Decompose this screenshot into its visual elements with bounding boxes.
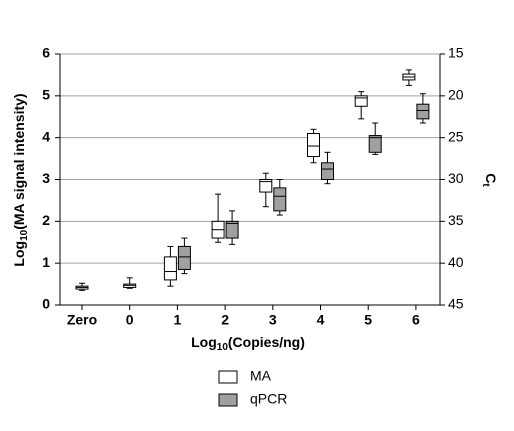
y-tick-label: 4 [42, 128, 50, 144]
x-tick-label: 6 [412, 312, 420, 328]
y-axis-label: Log10(MA signal intensity) [11, 93, 30, 266]
box [416, 103, 430, 120]
y-tick-label: 2 [42, 212, 50, 228]
x-axis-label: Log10(Copies/ng) [191, 334, 305, 353]
box [354, 95, 368, 107]
x-tick-label: 4 [317, 312, 325, 328]
x-tick-label: 0 [126, 312, 134, 328]
box [368, 135, 382, 153]
x-tick-label: 2 [221, 312, 229, 328]
box [259, 179, 273, 193]
y2-tick-label: 25 [448, 128, 464, 144]
box [177, 245, 191, 270]
legend-label: qPCR [250, 391, 287, 407]
y2-tick-label: 40 [448, 254, 464, 270]
legend-swatch [218, 370, 238, 384]
y2-tick-label: 20 [448, 87, 464, 103]
y2-tick-label: 35 [448, 212, 464, 228]
x-tick-label: 1 [174, 312, 182, 328]
legend-swatch [218, 393, 238, 407]
y2-tick-label: 15 [448, 45, 464, 61]
y-tick-label: 1 [42, 254, 50, 270]
legend-label: MA [250, 368, 272, 384]
x-tick-label: 3 [269, 312, 277, 328]
x-tick-label: 5 [364, 312, 372, 328]
box [273, 187, 287, 212]
y-tick-label: 3 [42, 170, 50, 186]
box [321, 162, 334, 180]
y2-tick-label: 30 [448, 170, 464, 186]
box [307, 132, 320, 157]
box [225, 220, 239, 239]
x-tick-label: Zero [67, 312, 97, 328]
y-tick-label: 5 [42, 87, 50, 103]
y2-tick-label: 45 [448, 296, 464, 312]
y2-axis-label: Ct [480, 173, 499, 187]
box [163, 256, 177, 281]
y-tick-label: 6 [42, 45, 50, 61]
y-tick-label: 0 [42, 296, 50, 312]
